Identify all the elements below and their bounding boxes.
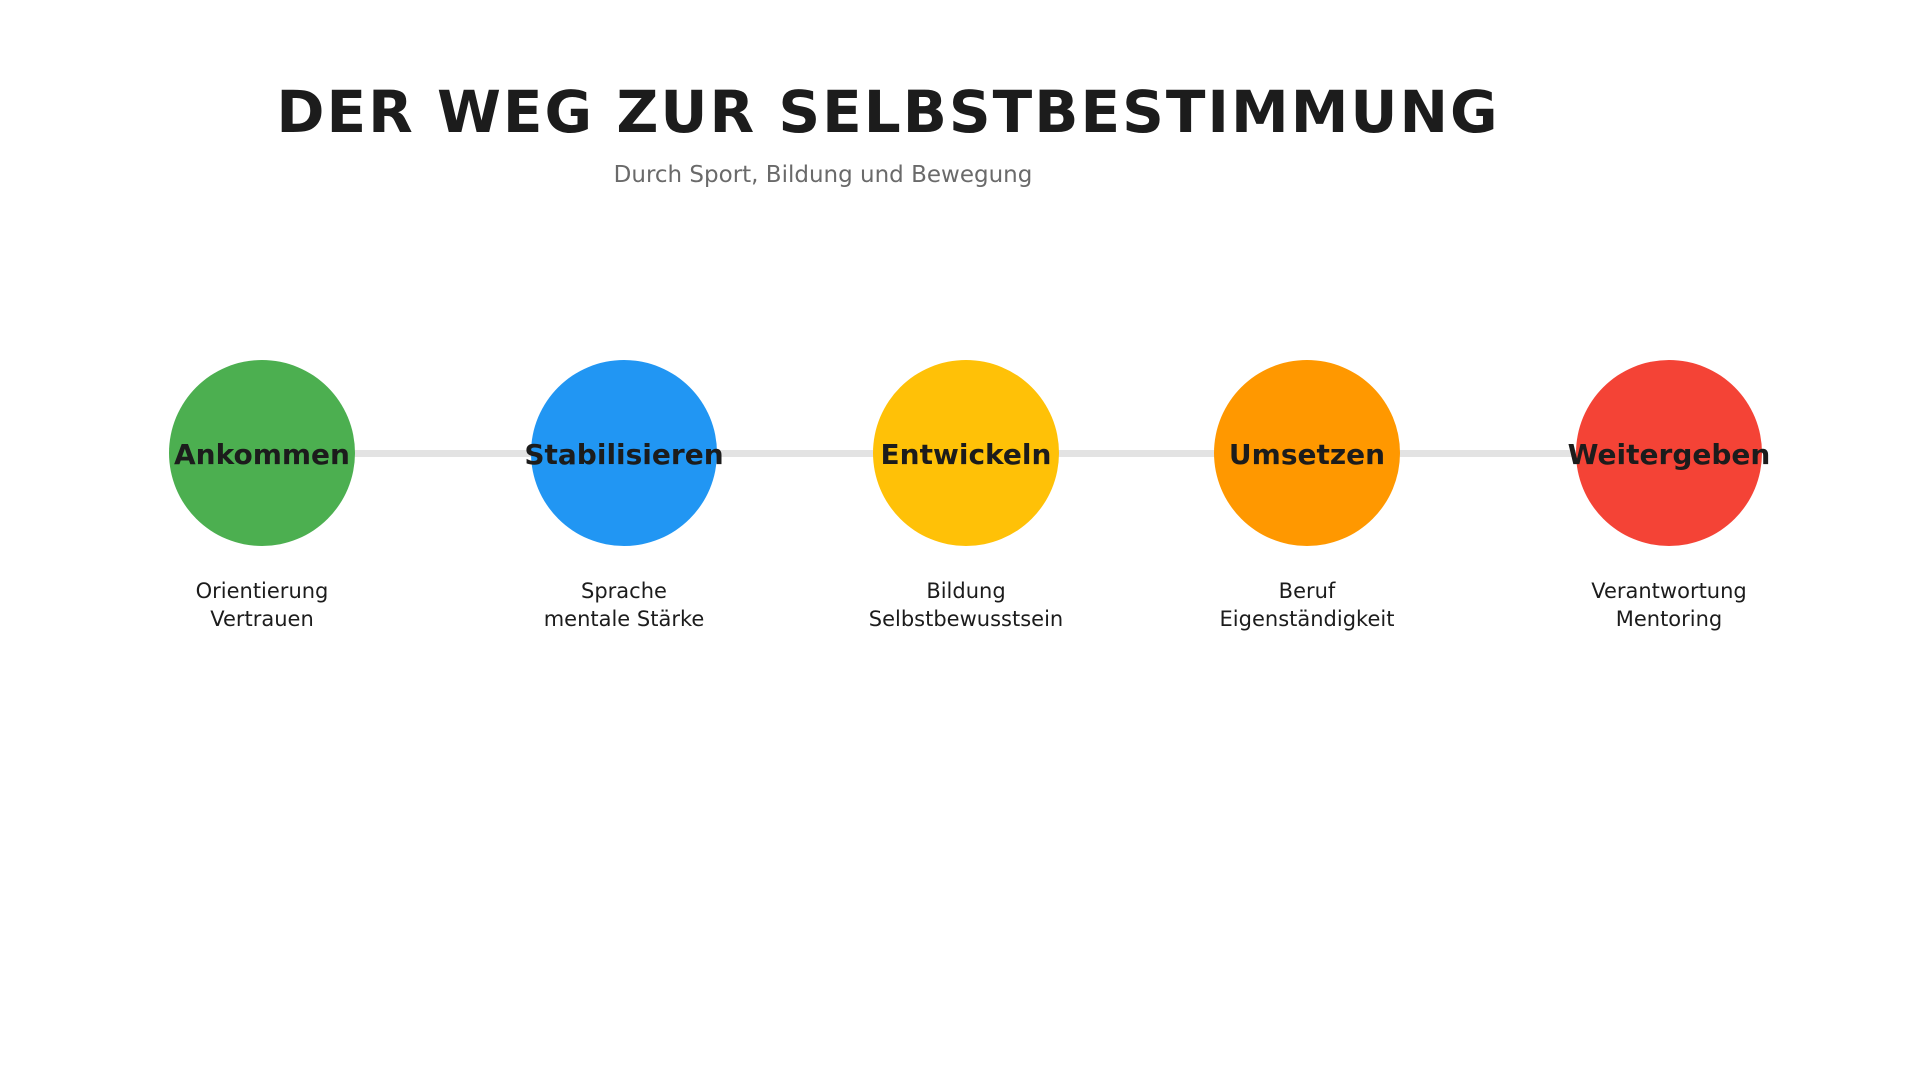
page-subtitle: Durch Sport, Bildung und Bewegung [613,162,1033,188]
step-circle-entwickeln [873,360,1059,546]
step-circle-stabilisieren [531,360,717,546]
step-desc-stabilisieren-2: mentale Stärke [543,607,705,631]
step-desc-weitergeben-1: Verantwortung [1591,579,1747,603]
step-desc-umsetzen-2: Eigenständigkeit [1219,607,1395,631]
step-desc-weitergeben-2: Mentoring [1615,607,1723,631]
page-title: DER WEG ZUR SELBSTBESTIMMUNG [276,78,1500,146]
step-desc-entwickeln-2: Selbstbewusstsein [868,607,1064,631]
step-circle-weitergeben [1576,360,1762,546]
step-desc-entwickeln-1: Bildung [926,579,1006,603]
step-desc-stabilisieren-1: Sprache [581,579,667,603]
step-label-stabilisieren: Stabilisieren [524,438,724,471]
step-desc-ankommen-2: Vertrauen [210,607,314,631]
step-label-ankommen: Ankommen [174,438,350,471]
step-circle-ankommen [169,360,355,546]
step-circle-umsetzen [1214,360,1400,546]
step-desc-umsetzen-1: Beruf [1278,579,1336,603]
step-desc-ankommen-1: Orientierung [195,579,329,603]
step-label-weitergeben: Weitergeben [1567,438,1771,471]
step-label-entwickeln: Entwickeln [880,438,1052,471]
step-label-umsetzen: Umsetzen [1228,438,1386,471]
